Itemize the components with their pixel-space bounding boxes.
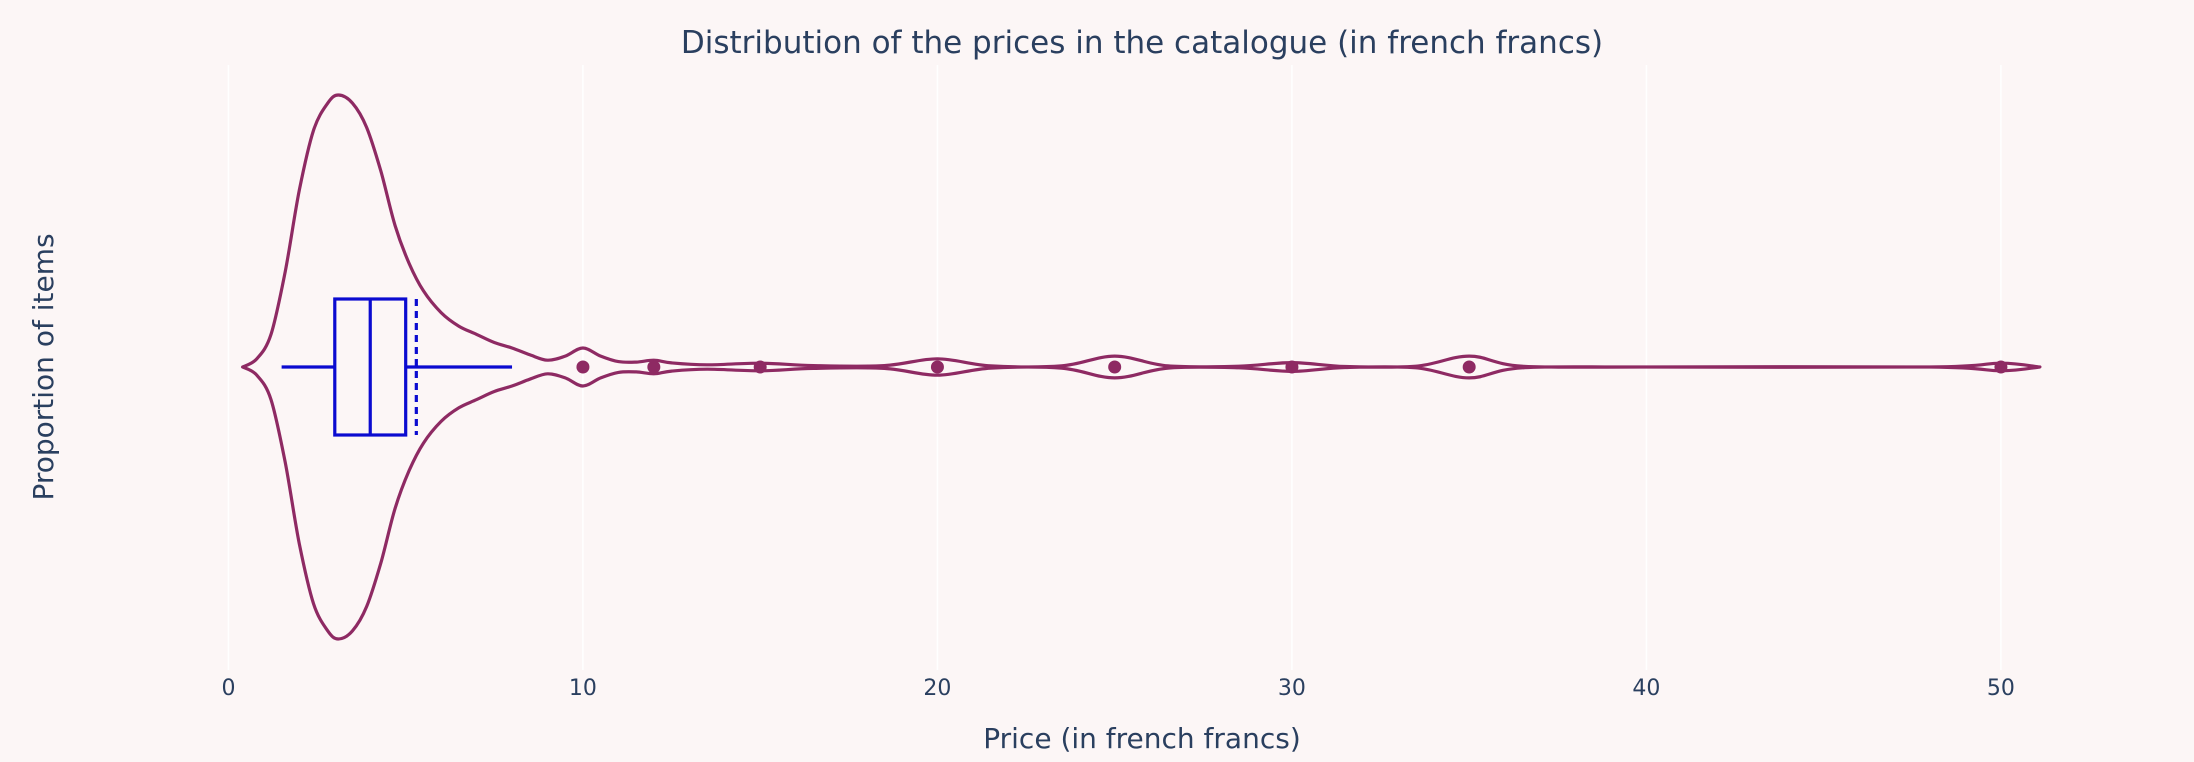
outlier-point-15	[753, 360, 767, 374]
x-tick-label-10: 10	[569, 676, 597, 701]
violin-layer	[241, 93, 2042, 641]
outlier-point-25	[1108, 360, 1122, 374]
x-tick-labels: 0 10 20 30 40 50	[221, 676, 2014, 701]
outlier-points	[576, 360, 2008, 374]
x-tick-label-20: 20	[923, 676, 951, 701]
outlier-point-30	[1285, 360, 1299, 374]
outlier-point-12	[647, 360, 661, 374]
box-layer	[281, 297, 513, 437]
x-tick-label-50: 50	[1987, 676, 2015, 701]
violin-outline	[241, 93, 2042, 641]
outlier-point-20	[930, 360, 944, 374]
x-tick-label-0: 0	[221, 676, 235, 701]
outlier-point-10	[576, 360, 590, 374]
outlier-point-50	[1994, 360, 2008, 374]
x-tick-label-40: 40	[1632, 676, 1660, 701]
y-axis-label: Proportion of items	[27, 233, 60, 500]
chart-title: Distribution of the prices in the catalo…	[681, 25, 1603, 61]
outlier-point-35	[1462, 360, 1476, 374]
x-axis-label: Price (in french francs)	[983, 722, 1301, 755]
x-tick-label-30: 30	[1278, 676, 1306, 701]
